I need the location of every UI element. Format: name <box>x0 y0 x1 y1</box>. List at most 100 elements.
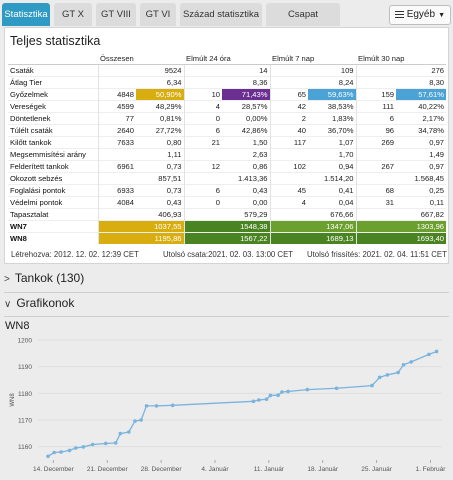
cell-count <box>183 220 223 233</box>
wn8-data-point <box>257 398 261 402</box>
tab-gt-x[interactable]: GT X <box>54 3 92 26</box>
table-row: Felderített tankok 6961 0,73 12 0,86 102 0,94 2… <box>8 160 447 173</box>
row-label: Megsemmisítési arány <box>8 148 98 161</box>
table-row: Átlag Tier 6,34 8,36 8,24 8,30 <box>8 76 447 89</box>
cell-count <box>355 220 397 233</box>
wn8-data-point <box>139 418 143 422</box>
cell-count <box>355 64 397 77</box>
header-7d: Elmúlt 7 nap <box>270 53 357 65</box>
cell-value: 1548,38 <box>222 220 271 233</box>
cell-value: 14 <box>222 64 271 77</box>
egyeb-menu-button[interactable]: Egyéb ▼ <box>388 5 451 25</box>
tab-szazad-statisztika[interactable]: Század statisztika <box>180 3 262 26</box>
cell-count: 6961 <box>97 160 136 173</box>
x-tick-label: 25. Január <box>361 466 393 473</box>
cell-value: 48,29% <box>136 100 185 113</box>
y-tick-label: 1190 <box>18 364 32 371</box>
tanks-section-title: Tankok (130) <box>14 271 85 285</box>
x-tick-label: 21. December <box>87 466 129 473</box>
cell-value: 38,53% <box>308 100 357 113</box>
cell-value: 2,63 <box>222 148 271 161</box>
wn8-series-line <box>47 350 437 457</box>
wn8-data-point <box>81 445 86 449</box>
wn8-data-point <box>251 399 256 404</box>
cell-count: 4084 <box>97 196 136 209</box>
cell-count: 2 <box>269 112 309 125</box>
cell-count <box>269 64 309 77</box>
tab-statisztika[interactable]: Statisztika <box>2 3 50 26</box>
chevron-down-icon: ∨ <box>4 299 12 310</box>
cell-value: 27,72% <box>136 124 185 137</box>
cell-count: 21 <box>183 136 223 149</box>
wn8-data-point <box>59 450 63 454</box>
cell-value: 28,57% <box>222 100 271 113</box>
tab-gt-vi[interactable]: GT VI <box>140 3 176 26</box>
table-row: Foglalási pontok 6933 0,73 6 0,43 45 0,41 68 0,2… <box>8 184 447 197</box>
cell-count: 12 <box>183 160 223 173</box>
cell-count <box>97 64 136 77</box>
cell-value: 276 <box>396 64 447 77</box>
cell-count: 6 <box>183 124 223 137</box>
cell-count: 65 <box>269 88 309 101</box>
row-label: Foglalási pontok <box>8 184 98 197</box>
y-tick-label: 1180 <box>18 391 32 398</box>
cell-count: 45 <box>269 184 309 197</box>
cell-count <box>183 172 223 185</box>
cell-count <box>183 76 223 89</box>
y-tick-label: 1170 <box>18 418 32 425</box>
row-label: Döntetlenek <box>8 112 98 125</box>
x-tick-label: 4. Január <box>201 466 229 473</box>
row-label: Vereségek <box>8 100 98 113</box>
cell-count: 102 <box>269 160 309 173</box>
charts-section-title: Grafikonok <box>16 296 75 310</box>
cell-count: 68 <box>355 184 397 197</box>
tab-bar: Statisztika GT X GT VIII GT VI Század st… <box>2 3 451 43</box>
cell-count: 42 <box>269 100 309 113</box>
tab-csapat-statisztika[interactable]: Csapat statisztika <box>266 3 340 43</box>
wn8-data-point <box>377 375 382 380</box>
created-date: Létrehozva: 2012. 12. 02. 12:39 CET <box>11 250 139 259</box>
tab-gt-viii[interactable]: GT VIII <box>96 3 136 26</box>
cell-value: 1303,96 <box>396 220 447 233</box>
cell-value: 59,63% <box>308 88 357 101</box>
cell-count <box>269 220 309 233</box>
cell-count <box>183 64 223 77</box>
tanks-section-toggle[interactable]: > Tankok (130) <box>4 271 449 291</box>
row-label: Okozott sebzés <box>8 172 98 185</box>
cell-value: 676,66 <box>308 208 357 221</box>
panel-title: Teljes statisztika <box>10 34 101 48</box>
header-24h: Elmúlt 24 óra <box>184 53 271 65</box>
caret-down-icon: ▼ <box>438 12 445 19</box>
cell-value: 1195,86 <box>136 232 185 244</box>
cell-value: 1,07 <box>308 136 357 149</box>
cell-count <box>269 76 309 89</box>
x-tick-label: 28. December <box>141 466 183 473</box>
cell-count: 4 <box>269 196 309 209</box>
cell-count <box>97 172 136 185</box>
wn8-data-point <box>170 403 175 408</box>
table-row: Csaták 9524 14 109 276 <box>8 64 447 77</box>
header-30d: Elmúlt 30 nap <box>356 53 447 65</box>
row-label: WN8 <box>8 232 98 244</box>
cell-count <box>355 148 397 161</box>
cell-value: 0,86 <box>222 160 271 173</box>
wn8-data-point <box>73 446 78 450</box>
cell-value: 9524 <box>136 64 185 77</box>
cell-count <box>183 148 223 161</box>
cell-value: 0,25 <box>396 184 447 197</box>
row-label: Túlélt csaták <box>8 124 98 137</box>
cell-count <box>355 232 397 244</box>
cell-value: 0,11 <box>396 196 447 209</box>
cell-value: 1,49 <box>396 148 447 161</box>
cell-value: 8,30 <box>396 76 447 89</box>
table-row: Döntetlenek 77 0,81% 0 0,00% 2 1,83% 6 2,17% <box>8 112 447 125</box>
cell-count: 6933 <box>97 184 136 197</box>
cell-count <box>355 208 397 221</box>
cell-count <box>97 208 136 221</box>
row-label: Kilőtt tankok <box>8 136 98 149</box>
charts-section-toggle[interactable]: ∨ Grafikonok <box>4 296 449 316</box>
wn8-data-point <box>434 349 439 354</box>
cell-value: 0,43 <box>222 184 271 197</box>
cell-count: 6 <box>355 112 397 125</box>
wn8-data-point <box>401 363 406 367</box>
